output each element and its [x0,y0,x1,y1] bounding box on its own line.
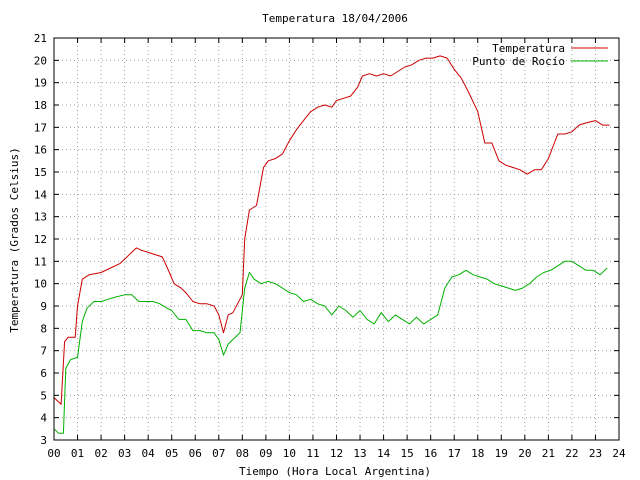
y-tick-label: 19 [34,77,47,90]
x-tick-label: 16 [424,447,437,460]
y-tick-label: 18 [34,99,47,112]
y-tick-label: 6 [40,367,47,380]
y-tick-label: 10 [34,278,47,291]
y-tick-label: 21 [34,32,47,45]
y-tick-label: 8 [40,322,47,335]
x-tick-label: 06 [189,447,202,460]
x-tick-label: 11 [306,447,319,460]
series-line-punto-de-rocio [53,260,608,434]
x-tick-label: 04 [142,447,156,460]
x-tick-label: 19 [495,447,508,460]
x-tick-label: 09 [259,447,272,460]
x-tick-label: 07 [212,447,225,460]
x-tick-label: 17 [448,447,461,460]
y-tick-label: 14 [34,188,48,201]
x-tick-label: 21 [542,447,555,460]
x-tick-label: 13 [353,447,366,460]
y-tick-label: 20 [34,54,47,67]
x-axis-label: Tiempo (Hora Local Argentina) [239,465,431,478]
x-tick-label: 22 [565,447,578,460]
x-tick-label: 23 [589,447,602,460]
grid [54,38,619,440]
series-layer [53,55,610,434]
x-tick-label: 14 [377,447,391,460]
y-tick-label: 13 [34,211,47,224]
legend: Temperatura Punto de Rocío [472,42,608,68]
legend-label-punto-de-rocio: Punto de Rocío [472,55,565,68]
x-tick-label: 12 [330,447,343,460]
x-tick-label: 00 [47,447,60,460]
x-tick-label: 20 [518,447,531,460]
y-tick-label: 3 [40,434,47,447]
y-tick-label: 15 [34,166,47,179]
x-tick-label: 05 [165,447,178,460]
x-tick-label: 18 [471,447,484,460]
chart-title: Temperatura 18/04/2006 [262,12,408,25]
y-tick-label: 7 [40,345,47,358]
x-tick-label: 03 [118,447,131,460]
y-tick-label: 12 [34,233,47,246]
x-tick-label: 15 [401,447,414,460]
y-tick-label: 11 [34,255,47,268]
y-tick-label: 5 [40,389,47,402]
x-axis-ticks: 00 01 02 03 04 05 06 07 08 09 10 11 12 13 14 15 16 17 18 19… [47,38,626,460]
x-tick-label: 24 [612,447,626,460]
x-tick-label: 10 [283,447,296,460]
series-line-temperatura [53,55,610,405]
y-axis-label: Temperatura (Grados Celsius) [8,147,21,332]
x-tick-label: 08 [236,447,249,460]
legend-label-temperatura: Temperatura [492,42,565,55]
y-tick-label: 16 [34,144,47,157]
y-tick-label: 17 [34,121,47,134]
y-tick-label: 9 [40,300,47,313]
x-tick-label: 02 [94,447,107,460]
y-axis-ticks: 3 4 5 6 7 8 9 10 11 12 13 14 15 16 17 18 19 20 21 [34,32,619,447]
y-tick-label: 4 [40,412,47,425]
x-tick-label: 01 [71,447,84,460]
